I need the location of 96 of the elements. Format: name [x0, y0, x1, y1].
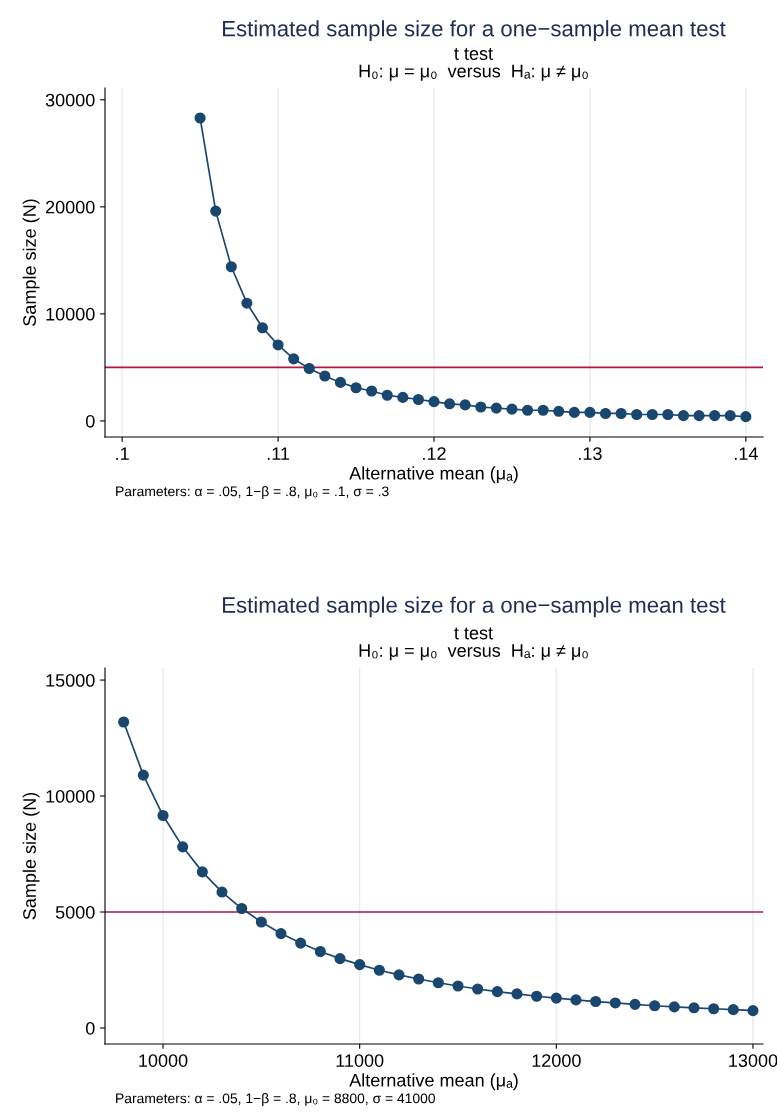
- point: [413, 973, 425, 985]
- chart-title: Estimated sample size for a one−sample mean test: [223, 596, 726, 618]
- point: [475, 401, 487, 413]
- point: [210, 205, 222, 217]
- point: [256, 322, 269, 334]
- point: [472, 983, 484, 995]
- point: [693, 410, 705, 422]
- x-tick-label: .11: [267, 447, 290, 460]
- point: [432, 977, 444, 989]
- text: Parameters: α = .05, 1−β = .8, μ₀ = 8800, σ = 41000: [116, 1093, 436, 1106]
- y-axis-title: Sample size (N): [22, 199, 40, 326]
- x-tick-label: .13: [579, 447, 602, 460]
- point: [709, 410, 721, 422]
- point: [590, 995, 602, 1008]
- point: [568, 406, 580, 418]
- point: [428, 396, 440, 408]
- point: [236, 902, 248, 915]
- point: [452, 980, 464, 992]
- point: [609, 997, 621, 1009]
- x-axis-title: Alternative mean (μₐ): [349, 466, 518, 484]
- point: [490, 402, 502, 414]
- y-tick-label: 20000: [45, 200, 95, 214]
- point: [491, 986, 503, 998]
- point: [615, 407, 627, 420]
- point: [553, 405, 565, 417]
- point: [350, 382, 362, 394]
- point: [646, 408, 658, 421]
- x-tick-label: 11000: [336, 1054, 384, 1067]
- y-tick-label: 10000: [46, 307, 95, 321]
- point: [412, 393, 424, 406]
- point: [393, 969, 405, 981]
- y-tick-label: 0: [85, 414, 95, 428]
- point: [303, 362, 315, 375]
- point: [631, 408, 643, 421]
- chart-subtitle: t test H₀: μ = μ₀ versus Hₐ: μ ≠ μ₀: [359, 627, 588, 661]
- point: [275, 928, 287, 940]
- y-tick-label: 30000: [45, 93, 95, 107]
- point: [157, 809, 169, 822]
- point: [727, 1004, 739, 1016]
- y-axis-title: Sample size (N): [22, 792, 40, 920]
- point: [196, 866, 208, 878]
- point: [225, 261, 237, 273]
- point: [272, 339, 284, 351]
- y-tick-label: 10000: [46, 789, 95, 803]
- x-axis-title: Alternative mean (μₐ): [349, 1073, 518, 1091]
- point: [118, 716, 130, 728]
- point: [354, 959, 366, 971]
- point: [255, 916, 267, 928]
- point: [550, 992, 562, 1004]
- point: [740, 411, 752, 423]
- point: [194, 112, 206, 124]
- point: [314, 945, 326, 958]
- point: [334, 953, 346, 965]
- point: [531, 990, 543, 1002]
- point: [599, 407, 612, 420]
- point: [668, 1001, 680, 1013]
- text: Parameters: α = .05, 1−β = .8, μ₀ = .1, σ = .3: [116, 486, 389, 499]
- point: [459, 399, 471, 411]
- point: [570, 994, 582, 1006]
- x-tick-label: 13000: [729, 1054, 777, 1067]
- point: [537, 404, 549, 416]
- point: [511, 988, 523, 1000]
- point: [295, 937, 307, 949]
- point: [688, 1002, 700, 1014]
- x-tick-label: .14: [734, 447, 758, 460]
- x-tick-label: 12000: [532, 1054, 581, 1067]
- point: [662, 408, 674, 421]
- chart-title: Estimated sample size for a one−sample mean test: [223, 20, 726, 41]
- point: [366, 385, 378, 397]
- point: [373, 964, 385, 976]
- point: [137, 769, 149, 781]
- y-tick-label: 5000: [55, 905, 95, 919]
- chart-subtitle: t test H₀: μ = μ₀ versus Hₐ: μ ≠ μ₀: [359, 48, 588, 81]
- x-tick-label: .12: [423, 447, 446, 460]
- point: [319, 370, 331, 382]
- point: [381, 389, 393, 401]
- point: [288, 353, 300, 365]
- x-tick-label: 10000: [139, 1054, 188, 1067]
- point: [444, 398, 456, 410]
- y-tick-label: 0: [85, 1021, 95, 1035]
- point: [747, 1005, 759, 1017]
- point: [708, 1003, 720, 1015]
- point: [584, 406, 596, 418]
- point: [334, 376, 347, 388]
- point: [649, 1000, 661, 1012]
- point: [397, 391, 409, 403]
- point: [629, 998, 641, 1010]
- x-tick-label: .1: [116, 447, 129, 460]
- point: [677, 410, 690, 422]
- point: [506, 403, 518, 415]
- point: [216, 886, 228, 898]
- point: [241, 297, 253, 309]
- point: [177, 841, 189, 853]
- point: [724, 410, 736, 422]
- point: [521, 404, 534, 416]
- y-tick-label: 15000: [46, 674, 95, 687]
